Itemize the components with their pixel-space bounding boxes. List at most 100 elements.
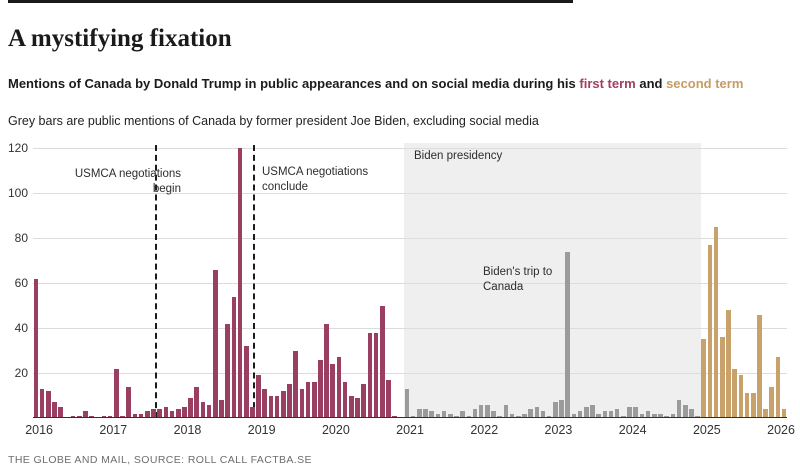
annotation-usmca-begin: USMCA negotiations begin: [74, 168, 181, 195]
bar-trump-first-term: [250, 406, 255, 418]
bar-biden: [460, 411, 465, 418]
bar-biden: [515, 415, 521, 418]
bar-trump-second-term: [744, 393, 750, 418]
bar-trump-first-term: [256, 375, 261, 418]
bar-trump-second-term: [769, 386, 775, 418]
subtitle-lead: Mentions of Canada by Donald Trump in pu…: [8, 76, 580, 91]
y-tick-20: 20: [14, 365, 28, 380]
bar-biden: [472, 409, 478, 418]
bar-biden: [695, 415, 700, 418]
bar-biden: [608, 411, 614, 418]
x-tick-2019: 2019: [247, 423, 276, 437]
bar-trump-second-term: [707, 245, 713, 418]
bar-trump-first-term: [175, 409, 181, 418]
bar-biden: [627, 406, 632, 418]
bar-trump-first-term: [373, 332, 379, 418]
bar-trump-first-term: [200, 402, 206, 418]
bar-trump-first-term: [182, 406, 187, 418]
bar-biden: [441, 411, 447, 418]
chart-note: Grey bars are public mentions of Canada …: [8, 113, 539, 128]
x-axis-labels: 2016 2017 2018 2019 2020 2021 2022 2023 2024 2025…: [25, 423, 795, 441]
bar-trump-first-term: [355, 397, 360, 418]
bar-biden: [417, 409, 422, 418]
bar-biden: [577, 411, 583, 418]
source-credit: THE GLOBE AND MAIL, SOURCE: ROLL CALL FA…: [8, 454, 312, 466]
bar-trump-second-term: [757, 314, 762, 418]
bar-trump-first-term: [219, 400, 224, 418]
x-tick-2021: 2021: [396, 423, 424, 437]
bar-trump-first-term: [330, 364, 336, 418]
bar-biden: [466, 415, 472, 418]
bar-chart: 20 40 60 80 100 120 USMCA negotiations begin …: [0, 141, 800, 453]
bar-trump-first-term: [293, 350, 298, 418]
gridline-100: [33, 192, 787, 194]
bar-biden: [447, 413, 453, 418]
x-tick-2024: 2024: [618, 423, 647, 437]
page-title: A mystifying fixation: [8, 24, 232, 52]
bar-trump-first-term: [163, 406, 169, 418]
dashed-line-usmca-begin: [155, 145, 158, 418]
x-tick-2017: 2017: [99, 423, 128, 437]
y-tick-80: 80: [14, 230, 28, 245]
bar-trump-first-term: [120, 415, 125, 418]
bar-biden: [614, 409, 620, 418]
bar-trump-second-term: [763, 409, 768, 418]
bar-biden: [602, 411, 608, 418]
gridline-60: [33, 282, 787, 284]
bar-trump-first-term: [151, 409, 156, 418]
bar-trump-first-term: [274, 395, 280, 418]
x-tick-2018: 2018: [173, 423, 202, 437]
bar-trump-first-term: [33, 278, 39, 418]
bar-trump-first-term: [83, 411, 88, 418]
bar-trump-first-term: [243, 346, 249, 418]
bar-trump-first-term: [107, 415, 113, 418]
bar-biden: [682, 404, 688, 418]
bar-trump-first-term: [336, 357, 342, 418]
bar-biden: [565, 251, 571, 418]
annotation-biden-trip: Biden's trip to Canada: [483, 266, 553, 293]
bar-trump-first-term: [58, 406, 64, 418]
bar-biden: [652, 413, 657, 418]
first-term-highlight: first term: [579, 76, 636, 91]
headline-rule: [8, 0, 573, 3]
bar-trump-first-term: [311, 382, 317, 418]
bar-trump-first-term: [324, 323, 329, 418]
bar-trump-second-term: [726, 310, 731, 418]
bar-biden: [583, 406, 589, 418]
bar-trump-first-term: [70, 415, 76, 418]
bar-trump-first-term: [231, 296, 237, 418]
bar-biden: [528, 409, 533, 418]
bar-biden: [410, 415, 416, 418]
bar-biden: [435, 413, 441, 418]
bar-trump-first-term: [46, 391, 51, 418]
bar-trump-first-term: [225, 323, 230, 418]
x-tick-2026: 2026: [767, 423, 795, 437]
bar-trump-first-term: [126, 386, 132, 418]
bar-trump-first-term: [52, 402, 57, 418]
bar-trump-second-term: [701, 339, 707, 418]
plot-area: USMCA negotiations begin USMCA negotiati…: [33, 143, 787, 418]
bar-trump-first-term: [392, 415, 397, 418]
bar-trump-second-term: [713, 227, 719, 418]
bar-trump-second-term: [775, 357, 781, 418]
bar-trump-first-term: [367, 332, 373, 418]
y-tick-40: 40: [14, 320, 28, 335]
biden-presidency-shaded-region: [403, 143, 701, 418]
gridline-120: [33, 147, 787, 149]
bar-biden: [689, 409, 694, 418]
bar-trump-first-term: [169, 411, 175, 418]
x-tick-2022: 2022: [470, 423, 499, 437]
bar-trump-first-term: [138, 413, 144, 418]
bar-biden: [522, 413, 527, 418]
bar-biden: [423, 409, 428, 418]
bar-biden: [404, 388, 410, 418]
gridline-20: [33, 372, 787, 374]
bar-trump-first-term: [76, 415, 82, 418]
bar-biden: [559, 400, 564, 418]
bar-trump-first-term: [114, 368, 119, 418]
x-tick-2016: 2016: [25, 423, 53, 437]
bar-biden: [571, 413, 577, 418]
bar-trump-first-term: [386, 379, 391, 418]
bar-trump-first-term: [213, 269, 218, 418]
